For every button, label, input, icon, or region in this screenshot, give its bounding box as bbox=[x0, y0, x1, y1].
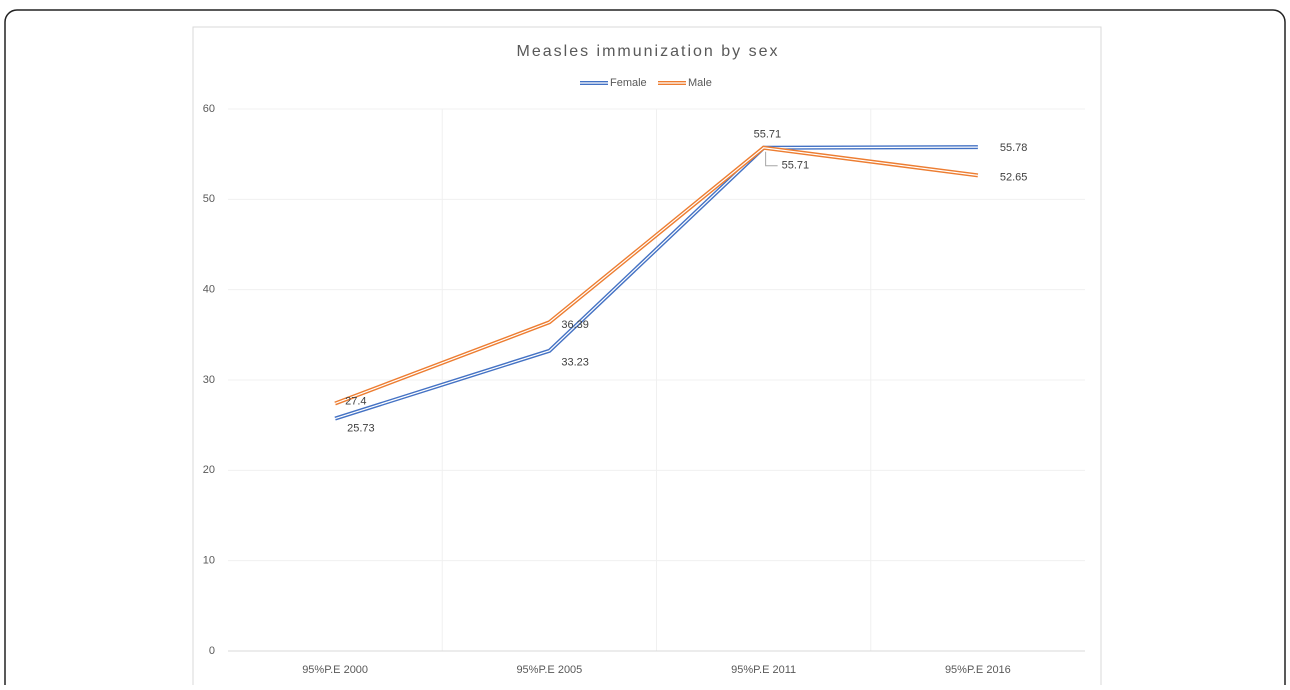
leader-line bbox=[765, 151, 778, 167]
data-label: 36.39 bbox=[561, 319, 589, 331]
data-label: 52.65 bbox=[1000, 171, 1028, 183]
chart-title: Measles immunization by sex bbox=[517, 43, 780, 60]
y-tick-label: 0 bbox=[209, 645, 215, 657]
legend-label: Female bbox=[610, 77, 647, 89]
y-tick-label: 30 bbox=[203, 374, 215, 386]
data-label: 25.73 bbox=[347, 422, 375, 434]
x-tick-label: 95%P.E 2016 bbox=[945, 664, 1011, 676]
legend-label: Male bbox=[688, 77, 712, 89]
legend: Female Male bbox=[580, 77, 712, 89]
x-tick-label: 95%P.E 2000 bbox=[302, 664, 368, 676]
y-tick-label: 40 bbox=[203, 284, 215, 296]
series-line-inner bbox=[334, 146, 978, 420]
y-tick-label: 20 bbox=[203, 464, 215, 476]
y-tick-label: 60 bbox=[203, 103, 215, 115]
chart-area bbox=[192, 26, 1102, 690]
x-tick-label: 95%P.E 2011 bbox=[731, 664, 796, 676]
data-label: 55.71 bbox=[754, 129, 782, 141]
y-tick-label: 50 bbox=[203, 193, 215, 205]
data-label: 27.4 bbox=[345, 395, 366, 407]
data-label: 55.71 bbox=[782, 160, 810, 172]
data-label: 33.23 bbox=[561, 357, 589, 369]
data-label: 55.78 bbox=[1000, 142, 1028, 154]
series-line-inner bbox=[334, 147, 978, 405]
y-tick-label: 10 bbox=[203, 555, 215, 567]
x-tick-label: 95%P.E 2005 bbox=[516, 664, 582, 676]
